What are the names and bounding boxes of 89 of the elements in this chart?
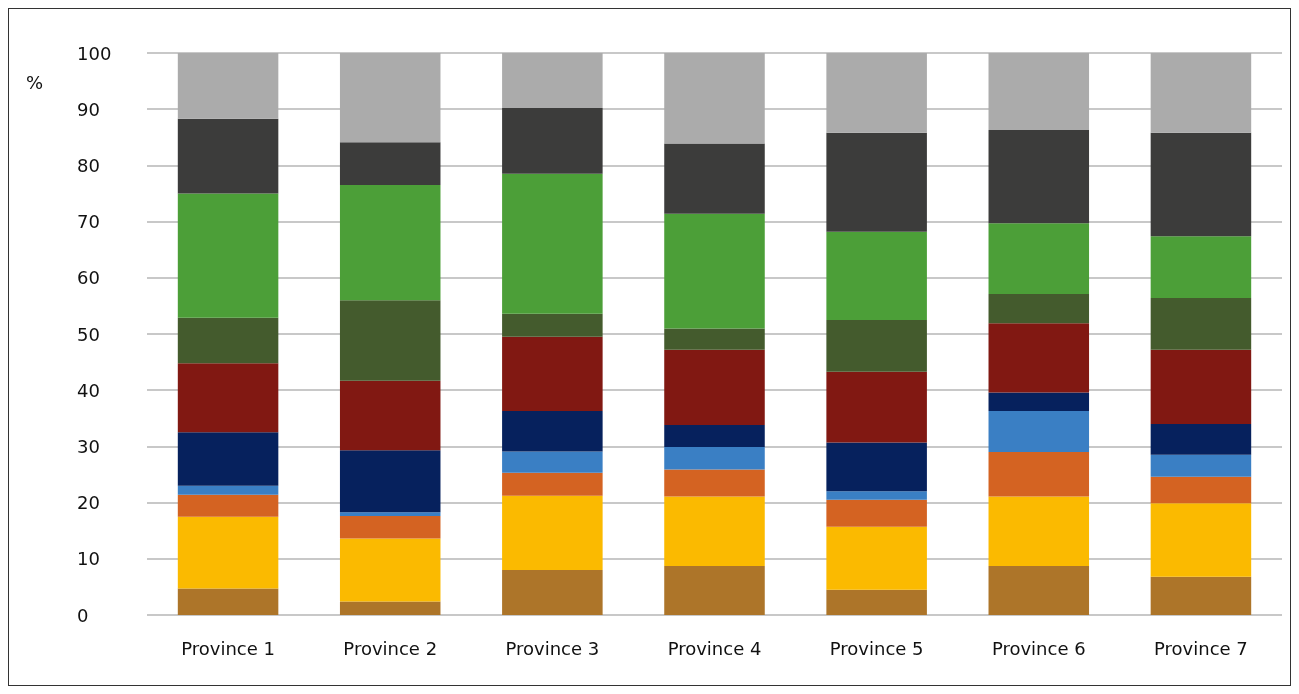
- x-tick-label: Province 1: [181, 637, 275, 659]
- bar: [339, 538, 441, 602]
- bar: [988, 223, 1090, 295]
- bar: [826, 526, 927, 590]
- bar: [826, 589, 927, 615]
- y-axis-title: %: [25, 71, 43, 93]
- bar: [339, 300, 441, 381]
- bar: [664, 469, 765, 497]
- bar: [339, 450, 441, 513]
- bar: [177, 317, 279, 364]
- y-tick-label: 60: [77, 267, 100, 289]
- bar: [1150, 298, 1252, 350]
- bar: [502, 410, 603, 452]
- bar: [177, 494, 279, 517]
- bar: [1150, 236, 1252, 299]
- bar: [177, 588, 279, 615]
- bar: [664, 143, 765, 214]
- bar: [988, 496, 1090, 567]
- y-tick-label: 40: [77, 379, 100, 401]
- bar: [1150, 476, 1252, 504]
- bar: [339, 601, 441, 615]
- x-tick-label: Province 4: [667, 637, 762, 659]
- bar: [177, 516, 279, 589]
- bar: [826, 319, 927, 372]
- bar: [826, 499, 927, 527]
- bar: [1150, 132, 1252, 237]
- bar: [177, 363, 279, 433]
- bar: [988, 323, 1090, 393]
- bar: [1150, 576, 1252, 615]
- bar: [988, 452, 1090, 497]
- bar: [502, 336, 603, 411]
- y-tick-label: 30: [77, 435, 100, 457]
- bar: [339, 380, 441, 451]
- bar: [177, 193, 279, 318]
- bar: [339, 53, 441, 143]
- bar: [339, 185, 441, 301]
- bar: [177, 485, 279, 495]
- x-tick-label: Province 2: [343, 637, 438, 659]
- bar: [826, 442, 927, 492]
- bar: [664, 349, 765, 426]
- bar: [664, 53, 765, 144]
- bar: [502, 108, 603, 174]
- y-tick-label: 10: [77, 548, 100, 570]
- bar: [177, 118, 279, 194]
- bar: [502, 495, 603, 571]
- bar: [664, 213, 765, 329]
- bar: [1150, 503, 1252, 577]
- bar: [1150, 349, 1252, 424]
- x-tick-label: Province 6: [991, 637, 1086, 659]
- bar: [664, 425, 765, 447]
- bar: [502, 472, 603, 496]
- bar: [502, 570, 603, 615]
- bar: [988, 129, 1090, 224]
- bar: [664, 496, 765, 567]
- y-tick-label: 70: [77, 211, 100, 233]
- bar: [988, 53, 1090, 130]
- x-tick-label: Province 5: [829, 637, 924, 659]
- bar: [339, 516, 441, 539]
- bar: [1150, 423, 1252, 455]
- y-tick-label: 100: [77, 42, 112, 64]
- bar: [664, 328, 765, 350]
- bar: [988, 294, 1090, 324]
- bar: [988, 566, 1090, 615]
- bar: [1150, 454, 1252, 477]
- bar: [826, 132, 927, 232]
- bar: [339, 142, 441, 186]
- x-tick-label: Province 3: [505, 637, 600, 659]
- bar: [1150, 53, 1252, 133]
- bar: [826, 491, 927, 500]
- bar: [826, 53, 927, 133]
- bar: [339, 512, 441, 517]
- bar: [826, 371, 927, 443]
- y-tick-label: 0: [77, 604, 89, 626]
- bar: [502, 451, 603, 473]
- bar: [177, 432, 279, 486]
- bar: [502, 173, 603, 314]
- bar: [988, 392, 1090, 411]
- y-tick-label: 80: [77, 154, 100, 176]
- y-tick-label: 20: [77, 492, 100, 514]
- bar: [502, 53, 603, 109]
- bar: [826, 231, 927, 320]
- bar: [664, 566, 765, 615]
- y-tick-label: 90: [77, 98, 100, 120]
- bar: [664, 446, 765, 470]
- y-tick-label: 50: [77, 323, 100, 345]
- bar: [502, 313, 603, 337]
- bar: [177, 53, 279, 119]
- x-tick-label: Province 7: [1154, 637, 1248, 659]
- bar: [988, 410, 1090, 453]
